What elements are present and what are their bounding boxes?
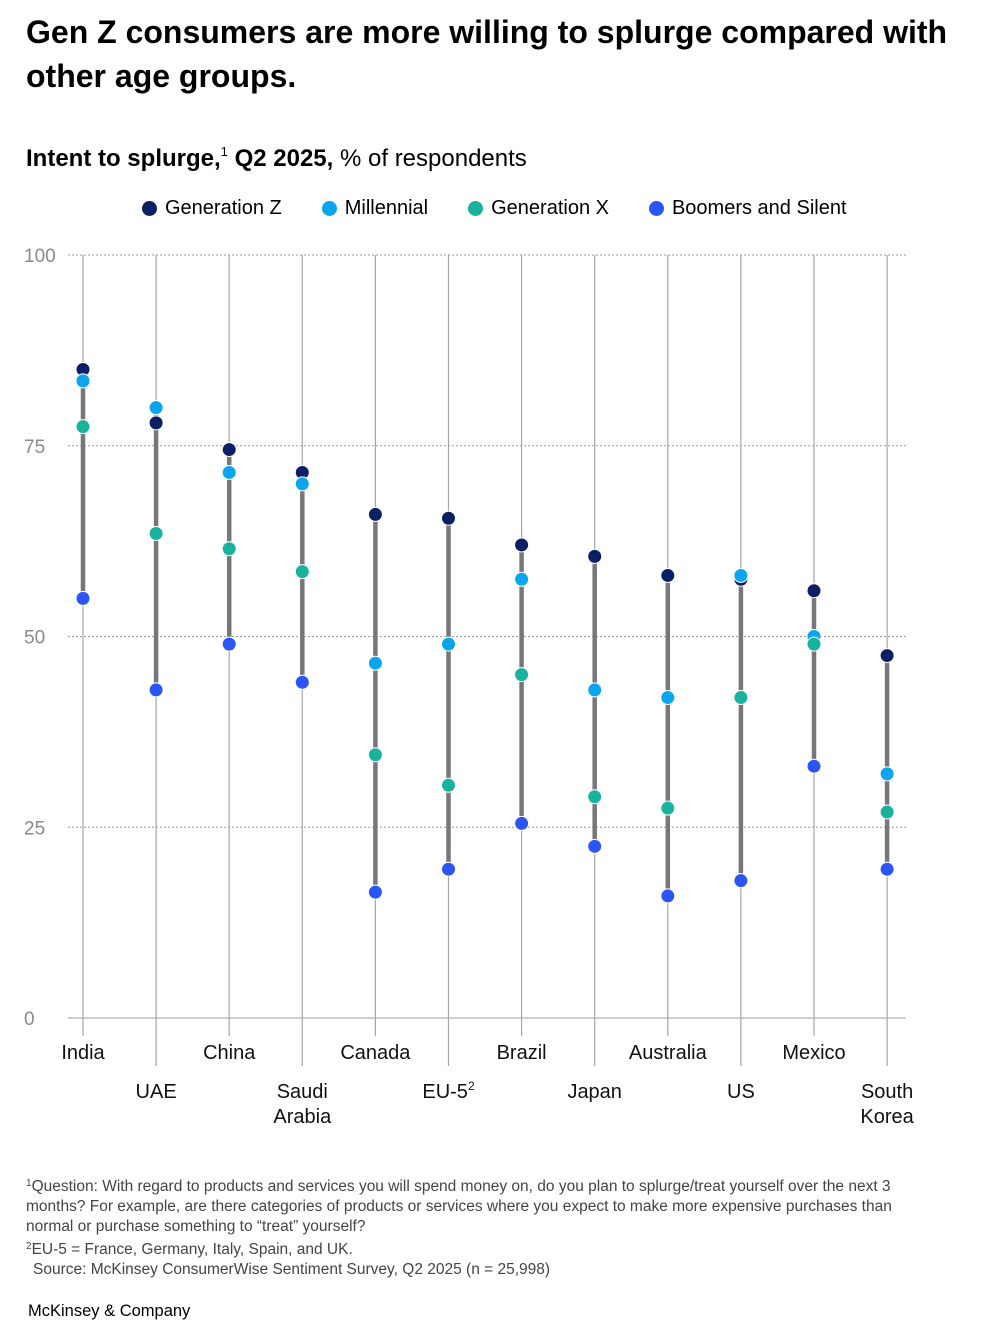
x-category-label: Arabia xyxy=(273,1106,332,1128)
source-note: Source: McKinsey ConsumerWise Sentiment … xyxy=(33,1261,551,1278)
brand-logo-text: McKinsey & Company xyxy=(28,1302,191,1320)
data-point-generation-z xyxy=(587,548,603,564)
data-point-boomers-and-silent xyxy=(367,884,383,900)
legend-item-0: Generation Z xyxy=(142,197,282,220)
data-point-generation-z xyxy=(221,442,237,458)
data-point-generation-z xyxy=(148,415,164,431)
data-point-boomers-and-silent xyxy=(441,861,456,877)
data-point-boomers-and-silent xyxy=(221,636,237,652)
x-category-label: Korea xyxy=(860,1106,914,1128)
subtitle-bold-a: Intent to splurge, xyxy=(26,145,221,172)
data-point-generation-z xyxy=(806,583,822,599)
data-point-millennial xyxy=(221,464,237,480)
legend-swatch xyxy=(468,200,484,216)
data-point-generation-x xyxy=(587,789,603,805)
data-point-millennial xyxy=(148,400,164,416)
data-point-boomers-and-silent xyxy=(75,590,91,606)
y-tick-label: 0 xyxy=(24,1009,35,1030)
subtitle-footnote-marker: 1 xyxy=(220,144,228,159)
legend-item-2: Generation X xyxy=(468,197,609,220)
data-point-generation-x xyxy=(660,800,676,816)
data-point-generation-x xyxy=(514,667,530,683)
x-category-label: US xyxy=(727,1081,755,1103)
footnote-2-marker: 2 xyxy=(26,1241,32,1252)
data-point-generation-x xyxy=(221,541,237,557)
legend-label: Generation Z xyxy=(165,196,282,219)
x-category-label: Australia xyxy=(629,1042,708,1064)
footnote-1-marker: 1 xyxy=(26,1178,32,1189)
footnote-1: 1Question: With regard to products and s… xyxy=(26,1174,926,1237)
data-point-generation-x xyxy=(733,690,749,706)
x-category-label: Saudi xyxy=(277,1081,328,1103)
data-point-generation-x xyxy=(441,777,456,793)
x-category-label: China xyxy=(203,1042,256,1064)
data-point-generation-z xyxy=(367,506,383,522)
data-point-generation-x xyxy=(75,419,91,435)
data-point-boomers-and-silent xyxy=(514,815,530,831)
data-point-millennial xyxy=(587,682,603,698)
data-point-boomers-and-silent xyxy=(879,861,895,877)
data-point-generation-z xyxy=(441,510,456,526)
data-point-generation-x xyxy=(879,804,895,820)
footnote-2-text: EU-5 = France, Germany, Italy, Spain, an… xyxy=(31,1241,353,1258)
legend-label: Millennial xyxy=(344,196,429,219)
data-point-millennial xyxy=(367,655,383,671)
legend-item-1: Millennial xyxy=(321,196,429,220)
category-footnote-marker: 2 xyxy=(468,1079,475,1093)
chart-subtitle: Intent to splurge,1 Q2 2025, % of respon… xyxy=(26,136,527,175)
subtitle-bold-b: Q2 2025, xyxy=(227,145,334,172)
data-point-generation-z xyxy=(514,537,530,553)
data-point-millennial xyxy=(294,476,310,492)
data-point-generation-z xyxy=(879,648,895,664)
legend-label: Generation X xyxy=(491,196,609,219)
dot-range-chart: 0 25 50 75 100 India UAE China Saudi Arabia Canada… xyxy=(24,246,915,1128)
y-tick-label: 75 xyxy=(24,437,45,458)
x-category-label: India xyxy=(61,1042,105,1064)
data-point-millennial xyxy=(879,766,895,782)
x-category-label: Canada xyxy=(340,1042,411,1064)
data-point-boomers-and-silent xyxy=(148,682,164,698)
y-tick-label: 50 xyxy=(24,628,45,649)
x-category-label: EU-52 xyxy=(422,1079,475,1103)
data-point-boomers-and-silent xyxy=(660,888,676,904)
data-point-millennial xyxy=(660,690,676,706)
legend-swatch xyxy=(648,200,664,216)
x-category-label: UAE xyxy=(136,1081,177,1103)
footnote-1-text: Question: With regard to products and se… xyxy=(26,1178,892,1235)
legend-swatch xyxy=(142,200,157,216)
legend-item-3: Boomers and Silent xyxy=(648,196,847,220)
x-category-label: Mexico xyxy=(782,1042,845,1064)
legend-label: Boomers and Silent xyxy=(671,196,847,219)
y-tick-label: 25 xyxy=(24,818,45,839)
data-point-generation-x xyxy=(367,747,383,763)
data-point-millennial xyxy=(514,571,530,587)
data-point-generation-x xyxy=(294,564,310,580)
data-point-millennial xyxy=(733,567,749,583)
subtitle-unit: % of respondents xyxy=(333,145,527,172)
data-point-boomers-and-silent xyxy=(294,674,310,690)
y-tick-label: 100 xyxy=(24,246,56,267)
footnotes: 1Question: With regard to products and s… xyxy=(26,1174,926,1280)
data-point-generation-x xyxy=(806,636,822,652)
x-category-label: Japan xyxy=(567,1081,622,1103)
data-point-millennial xyxy=(75,373,91,389)
x-category-label: South xyxy=(861,1081,913,1103)
legend-swatch xyxy=(321,200,337,216)
chart-legend: Generation Z Millennial Generation X Boomer… xyxy=(142,194,847,222)
chart-title: Gen Z consumers are more willing to splu… xyxy=(26,14,948,94)
data-point-boomers-and-silent xyxy=(733,873,749,889)
data-point-boomers-and-silent xyxy=(587,838,603,854)
data-point-boomers-and-silent xyxy=(806,758,822,774)
data-point-generation-x xyxy=(148,525,164,541)
data-point-millennial xyxy=(441,636,456,652)
data-point-generation-z xyxy=(660,567,676,583)
x-category-label: Brazil xyxy=(497,1042,547,1064)
footnote-2: 2EU-5 = France, Germany, Italy, Spain, a… xyxy=(26,1237,926,1260)
